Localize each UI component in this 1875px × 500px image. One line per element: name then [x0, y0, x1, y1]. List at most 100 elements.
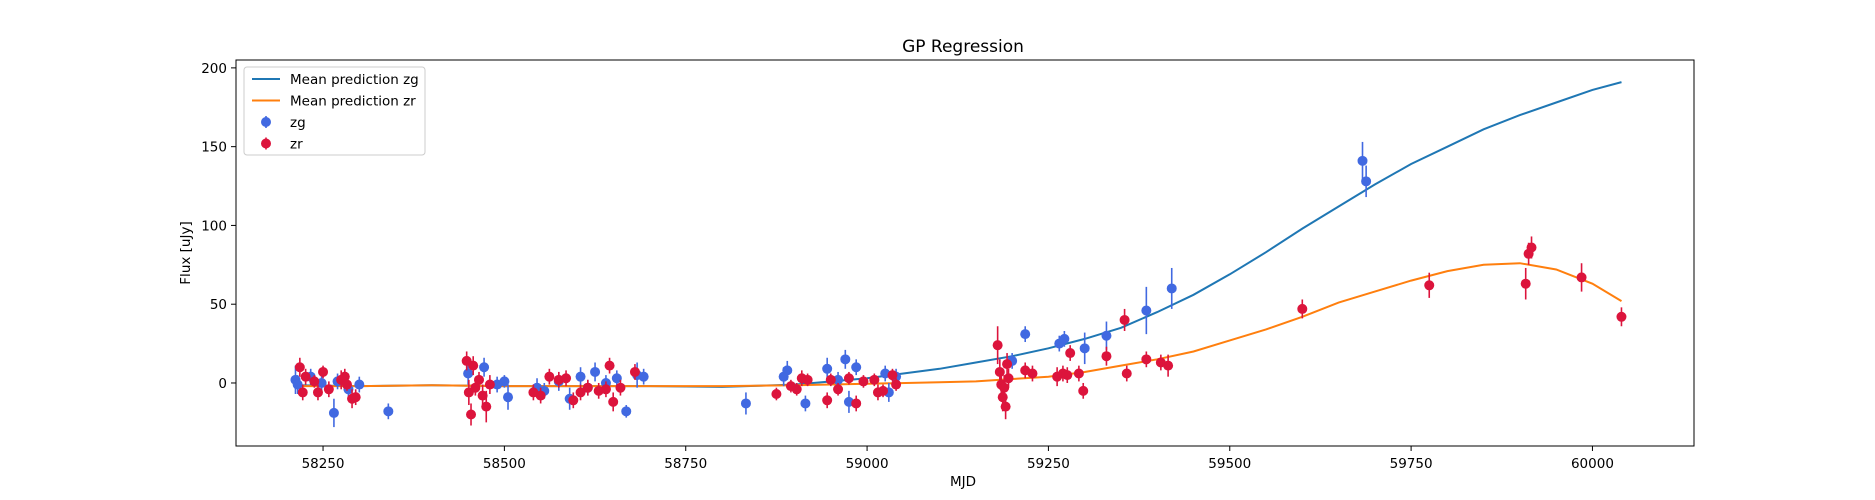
data-point-zr: [1119, 314, 1130, 325]
data-point-zr: [318, 366, 329, 377]
data-point-zr: [999, 382, 1010, 393]
data-point-zr: [825, 374, 836, 385]
y-tick-label: 0: [218, 376, 227, 392]
legend-label: Mean prediction zg: [290, 72, 419, 88]
data-point-zg: [1141, 305, 1152, 316]
legend-label: zg: [290, 115, 306, 131]
data-point-zr: [535, 390, 546, 401]
data-point-zg: [1079, 343, 1090, 354]
data-point-zr: [858, 376, 869, 387]
data-point-zr: [1065, 348, 1076, 359]
data-point-zr: [312, 387, 323, 398]
x-tick-label: 58500: [483, 456, 526, 472]
data-point-zr: [1526, 242, 1537, 253]
y-tick-label: 50: [210, 297, 227, 313]
data-point-zr: [600, 384, 611, 395]
data-point-zg: [479, 362, 490, 373]
y-tick-label: 150: [201, 140, 227, 156]
data-point-zr: [466, 409, 477, 420]
x-axis: 58250 58500 58750 59000 59250 59500 59750 60000: [302, 446, 1614, 472]
data-point-zr: [604, 360, 615, 371]
y-tick-label: 100: [201, 218, 227, 234]
data-point-zr: [615, 382, 626, 393]
data-point-zg: [1357, 155, 1368, 166]
data-point-zr: [300, 371, 311, 382]
data-point-zg: [499, 376, 510, 387]
data-point-zg: [782, 365, 793, 376]
x-axis-label: MJD: [950, 474, 976, 490]
chart-title: GP Regression: [902, 37, 1024, 57]
data-point-zg: [292, 379, 303, 390]
data-point-zr: [1121, 368, 1132, 379]
data-point-zr: [843, 373, 854, 384]
data-point-zr: [297, 387, 308, 398]
data-point-zg: [840, 354, 851, 365]
data-point-zr: [575, 387, 586, 398]
data-point-zg: [822, 363, 833, 374]
data-point-zg: [800, 398, 811, 409]
data-point-zr: [802, 374, 813, 385]
data-point-zr: [1616, 311, 1627, 322]
data-point-zr: [1424, 280, 1435, 291]
data-point-zr: [1073, 368, 1084, 379]
data-point-zg: [590, 366, 601, 377]
data-point-zg: [1059, 333, 1070, 344]
data-point-zr: [484, 379, 495, 390]
data-point-zr: [608, 396, 619, 407]
data-point-zr: [309, 376, 320, 387]
plot-area: [290, 81, 1627, 428]
legend-point-swatch: [261, 117, 271, 127]
data-point-zr: [1576, 272, 1587, 283]
data-point-zr: [1297, 303, 1308, 314]
data-point-zg: [1101, 330, 1112, 341]
y-tick-label: 200: [201, 61, 227, 77]
data-point-zr: [1002, 359, 1013, 370]
data-point-zg: [383, 406, 394, 417]
legend-label: zr: [290, 137, 303, 153]
x-tick-label: 59750: [1390, 456, 1433, 472]
data-point-zg: [463, 368, 474, 379]
y-axis: 0 50 100 150 200: [201, 61, 236, 392]
data-point-zr: [791, 384, 802, 395]
data-point-zr: [561, 373, 572, 384]
data-point-zr: [1163, 360, 1174, 371]
y-axis-label: Flux [uJy]: [178, 221, 194, 284]
series-zr: [294, 236, 1627, 426]
data-point-zr: [1078, 385, 1089, 396]
data-point-zr: [1520, 278, 1531, 289]
data-point-zr: [869, 374, 880, 385]
data-point-zr: [851, 398, 862, 409]
legend-box: [243, 66, 426, 156]
legend: Mean prediction zg Mean prediction zr zg zr: [243, 66, 426, 156]
data-point-zr: [887, 370, 898, 381]
data-point-zr: [474, 374, 484, 385]
data-point-zr: [992, 340, 1003, 351]
plot-frame: [235, 59, 1695, 447]
data-point-zr: [1141, 354, 1152, 365]
data-point-zr: [568, 395, 579, 406]
data-point-zr: [822, 395, 833, 406]
data-point-zr: [582, 382, 593, 393]
data-point-zg: [328, 407, 339, 418]
x-tick-label: 60000: [1571, 456, 1614, 472]
x-tick-label: 58250: [302, 456, 345, 472]
data-point-zg: [575, 371, 586, 382]
data-point-zr: [468, 360, 479, 371]
data-point-zg: [621, 406, 632, 417]
data-point-zg: [740, 398, 751, 409]
data-point-zg: [1166, 283, 1177, 294]
data-point-zg: [851, 362, 862, 373]
data-point-zg: [638, 371, 649, 382]
data-point-zr: [1003, 373, 1014, 384]
data-point-zr: [1062, 370, 1073, 381]
data-point-zr: [470, 382, 481, 393]
data-point-zr: [1000, 401, 1011, 412]
data-point-zr: [341, 379, 352, 390]
x-tick-label: 59000: [846, 456, 889, 472]
data-point-zr: [477, 390, 488, 401]
data-point-zr: [629, 366, 640, 377]
data-point-zr: [878, 385, 889, 396]
x-tick-label: 59500: [1208, 456, 1251, 472]
data-point-zr: [323, 384, 334, 395]
